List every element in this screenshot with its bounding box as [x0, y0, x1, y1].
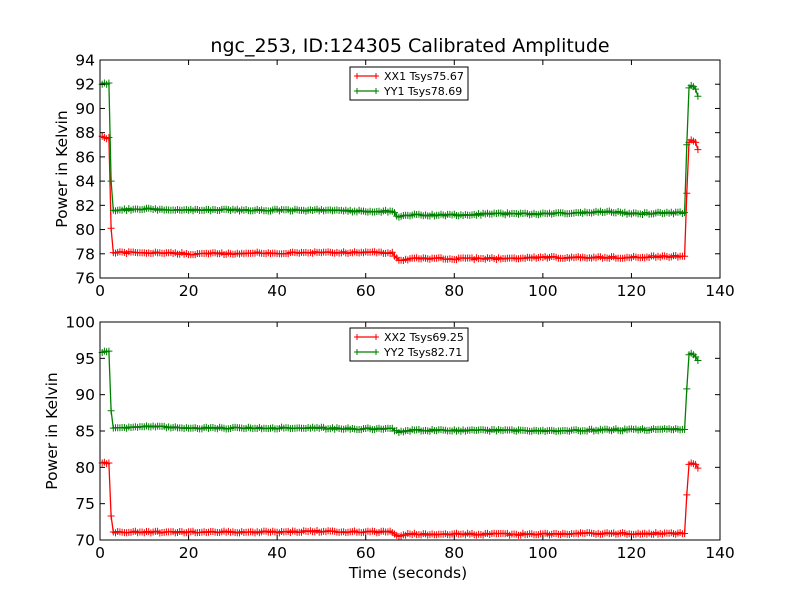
legend-swatch-marker — [354, 349, 360, 355]
data-point-marker — [105, 134, 113, 141]
top-panel-chart: 0 20 40 60 80 100 120 140 76 78 80 82 84 86 88 90 92 94 Po… — [53, 52, 735, 301]
legend-entry-label: XX2 Tsys69.25 — [384, 331, 464, 344]
data-point-marker — [681, 252, 689, 260]
y-tick-label: 85 — [75, 423, 95, 441]
x-tick-label: 120 — [617, 544, 647, 562]
figure-title: ngc_253, ID:124305 Calibrated Amplitude — [210, 35, 609, 57]
x-tick-label: 20 — [179, 544, 199, 562]
data-point-marker — [692, 85, 700, 93]
y-tick-label: 86 — [75, 148, 95, 166]
legend-swatch-marker — [354, 73, 360, 79]
legend-swatch-marker — [373, 334, 379, 340]
y-tick-label: 76 — [75, 270, 95, 288]
x-tick-label: 140 — [705, 544, 735, 562]
legend-swatch-marker — [354, 88, 360, 94]
legend-box — [349, 66, 469, 101]
axes-frame — [99, 59, 721, 279]
x-tick-label: 60 — [356, 544, 376, 562]
x-tick-label: 20 — [179, 282, 199, 300]
x-tick-label: 0 — [95, 544, 105, 562]
y-tick-label: 88 — [75, 124, 95, 142]
data-point-marker — [107, 512, 115, 520]
data-point-marker — [681, 209, 689, 217]
y-axis-label: Power in Kelvin — [43, 372, 61, 489]
y-tick-label: 82 — [75, 197, 95, 215]
legend-box — [349, 327, 469, 362]
y-tick-label: 80 — [75, 459, 95, 477]
data-point-marker — [683, 385, 691, 393]
data-point-marker — [683, 141, 691, 149]
data-point-marker — [683, 189, 691, 197]
data-point-marker — [694, 464, 702, 472]
x-tick-label: 80 — [444, 544, 464, 562]
legend-entry-label: YY1 Tsys78.69 — [383, 85, 462, 98]
y-tick-label: 92 — [75, 76, 95, 94]
data-point-marker — [107, 177, 115, 185]
x-tick-label: 100 — [528, 282, 558, 300]
legend-swatch-marker — [373, 88, 379, 94]
data-point-marker — [681, 530, 689, 537]
series-xx2 — [98, 458, 702, 540]
legend-swatch-marker — [373, 349, 379, 355]
x-tick-label: 40 — [267, 544, 287, 562]
legend-swatch-marker — [354, 334, 360, 340]
data-point-marker — [681, 426, 689, 433]
y-axis-label: Power in Kelvin — [53, 110, 71, 227]
data-point-marker — [694, 357, 702, 364]
data-point-marker — [694, 92, 702, 100]
x-tick-label: 120 — [617, 282, 647, 300]
y-tick-label: 90 — [75, 100, 95, 118]
y-tick-label: 94 — [75, 52, 95, 70]
y-tick-label: 90 — [75, 386, 95, 404]
data-point-marker — [388, 248, 396, 256]
y-tick-label: 75 — [75, 495, 95, 513]
data-point-marker — [105, 79, 113, 87]
series-yy2 — [98, 347, 702, 436]
legend-entry-label: XX1 Tsys75.67 — [384, 70, 464, 83]
y-tick-label: 84 — [75, 173, 95, 191]
data-point-marker — [107, 407, 115, 415]
x-tick-label: 80 — [444, 282, 464, 300]
bottom-panel-chart: 0 20 40 60 80 100 120 140 70 75 80 85 90 95 100 Power i… — [43, 314, 735, 583]
x-tick-label: 140 — [705, 282, 735, 300]
data-point-marker — [683, 491, 691, 499]
data-point-marker — [694, 146, 702, 154]
data-point-marker — [105, 347, 113, 355]
series-yy1 — [98, 79, 702, 221]
data-point-marker — [692, 138, 700, 146]
y-tick-label: 78 — [75, 245, 95, 263]
data-point-marker — [105, 459, 113, 467]
x-tick-label: 40 — [267, 282, 287, 300]
legend: XX2 Tsys69.25 YY2 Tsys82.71 — [349, 327, 469, 362]
x-axis-label: Time (seconds) — [348, 564, 467, 582]
legend-swatch-marker — [373, 73, 379, 79]
data-point-marker — [107, 224, 115, 232]
series-xx1 — [98, 132, 702, 264]
legend: XX1 Tsys75.67 YY1 Tsys78.69 — [349, 66, 469, 101]
x-tick-label: 60 — [356, 282, 376, 300]
data-point-marker — [692, 353, 700, 361]
y-tick-label: 70 — [75, 532, 95, 550]
x-tick-label: 100 — [528, 544, 558, 562]
y-tick-label: 80 — [75, 221, 95, 239]
data-point-marker — [692, 460, 700, 468]
y-tick-label: 100 — [65, 314, 95, 332]
x-tick-label: 0 — [95, 282, 105, 300]
legend-entry-label: YY2 Tsys82.71 — [383, 346, 462, 359]
y-tick-label: 95 — [75, 350, 95, 368]
